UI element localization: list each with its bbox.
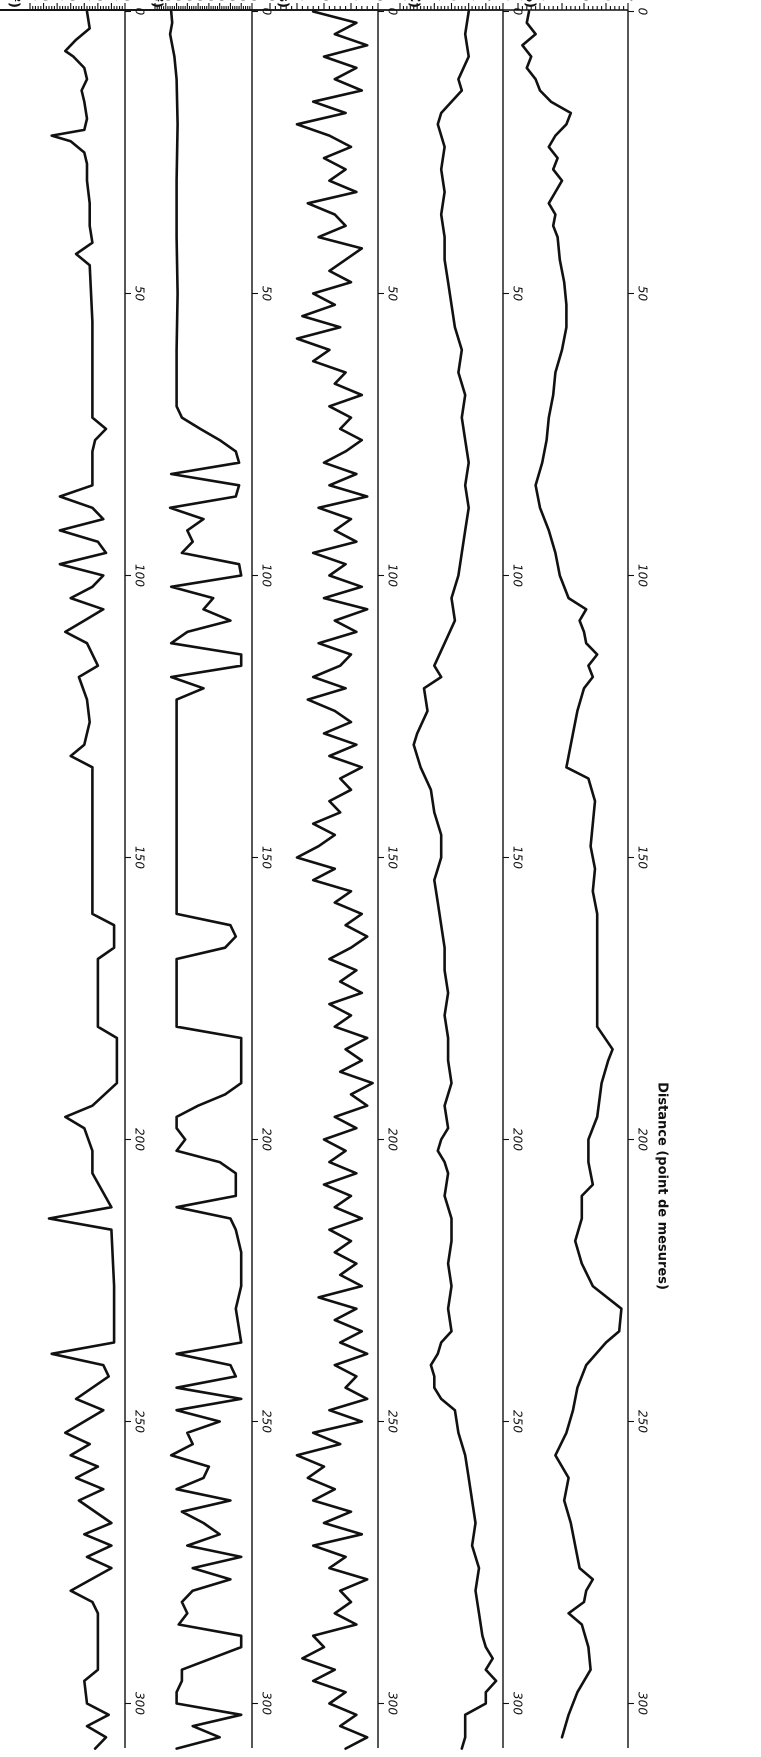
- panel-wind-tick-label: 20: [264, 0, 278, 1]
- panel-rn-distance-tick-label: 0: [260, 8, 274, 16]
- panel-rh-distance-tick-label: 100: [636, 564, 650, 587]
- panel-temp-ylabel: Température (°C): [407, 0, 422, 8]
- panel-temp-distance-tick-label: 250: [511, 1410, 525, 1433]
- panel-qe-tick-label: 0: [119, 0, 133, 1]
- panel-temp-tick-label: 30: [411, 0, 425, 1]
- panel-qe-distance-tick-label: 150: [133, 846, 147, 869]
- panel-temp-distance-tick-label: 0: [511, 8, 525, 16]
- panel-rn-distance-tick-label: 300: [260, 1692, 274, 1715]
- panel-rn-tick-label: 400: [202, 0, 216, 1]
- panel-qe-tick-label: 10: [91, 0, 105, 1]
- panel-rn-tick-label: 100: [235, 0, 249, 1]
- panel-temp-tick-label: 29,5: [428, 0, 442, 1]
- panel-rh-tick-label: 40: [578, 0, 592, 1]
- panel-temp-tick-label: 29: [445, 0, 459, 1]
- panel-rh-distance-tick-label: 50: [636, 286, 650, 302]
- panel-wind-tick-label: 15: [291, 0, 305, 1]
- panel-rh-series-line: [521, 10, 623, 1739]
- panel-qe-distance-tick-label: 100: [133, 564, 147, 587]
- panel-qe-tick-label: 35: [24, 0, 38, 1]
- panel-rn-tick-label: 800: [159, 0, 173, 1]
- panel-rh-tick-label: 43: [512, 0, 526, 1]
- panel-qe-tick-label: 20: [64, 0, 78, 1]
- panel-qe-tick-label: 25: [51, 0, 65, 1]
- panel-rn-series-line: [168, 10, 243, 1750]
- panel-temp-tick-label: 28,5: [462, 0, 476, 1]
- panel-qe-tick-label: 30: [37, 0, 51, 1]
- panel-rn-tick-label: 700: [170, 0, 184, 1]
- x-axis-title: Distance (point de mesures): [655, 1082, 670, 1290]
- panel-wind-tick-label: 0: [372, 0, 386, 1]
- panel-temp-distance-tick-label: 150: [511, 846, 525, 869]
- panel-qe-distance-tick-label: 50: [133, 286, 147, 302]
- panel-temp-tick-label: 27,5: [497, 0, 511, 1]
- panel-qe-distance-tick-label: 200: [133, 1128, 147, 1151]
- panel-rn-ylabel: Rayonnement net (W/m²): [150, 0, 165, 8]
- panel-rn-distance-tick-label: 50: [260, 286, 274, 302]
- panel-temp-tick-label: 28: [479, 0, 493, 1]
- panel-qe-ylabel: QE (W/m²): [7, 0, 22, 8]
- panel-rh-tick-label: 42: [534, 0, 548, 1]
- panel-rh-tick-label: 41: [556, 0, 570, 1]
- panel-temp-distance-tick-label: 300: [511, 1692, 525, 1715]
- panel-rh-tick-label: 39: [600, 0, 614, 1]
- panel-temp-distance-tick-label: 100: [511, 564, 525, 587]
- panel-rh-ylabel: Humidité relative (%): [523, 0, 538, 8]
- panel-qe-tick-label: 15: [78, 0, 92, 1]
- panel-rh-distance-tick-label: 250: [636, 1410, 650, 1433]
- panel-rn: 0100200300400500600700800900Rayonnement …: [0, 0, 274, 1750]
- panel-rn-distance-tick-label: 150: [260, 846, 274, 869]
- panel-wind-distance-tick-label: 0: [386, 8, 400, 16]
- panel-temp-distance-tick-label: 50: [511, 286, 525, 302]
- panel-qe-distance-tick-label: 300: [133, 1692, 147, 1715]
- panel-rn-tick-label: 500: [192, 0, 206, 1]
- panel-wind-distance-tick-label: 100: [386, 564, 400, 587]
- panel-wind-distance-tick-label: 50: [386, 286, 400, 302]
- panel-rh-distance-tick-label: 0: [636, 8, 650, 16]
- panel-wind-tick-label: 10: [318, 0, 332, 1]
- panel-rn-distance-tick-label: 250: [260, 1410, 274, 1433]
- panel-wind-tick-label: 5: [345, 0, 359, 1]
- panel-temp-series-line: [412, 10, 498, 1750]
- panel-temp-tick-label: 30,5: [394, 0, 408, 1]
- panel-qe: 05101520253035QE (W/m²)05010015020025030…: [0, 0, 147, 1750]
- panel-wind-distance-tick-label: 200: [386, 1128, 400, 1151]
- panel-rh-distance-tick-label: 150: [636, 846, 650, 869]
- panel-wind-series-line: [295, 10, 374, 1750]
- panel-rh-tick-label: 38: [622, 0, 636, 1]
- panel-wind-distance-tick-label: 150: [386, 846, 400, 869]
- panel-wind-ylabel: Vitesse du vent (m/s): [276, 0, 291, 8]
- panel-rh-distance-tick-label: 300: [636, 1692, 650, 1715]
- panel-rn-tick-label: 300: [213, 0, 227, 1]
- panel-qe-distance-tick-label: 250: [133, 1410, 147, 1433]
- panel-rn-distance-tick-label: 100: [260, 564, 274, 587]
- panel-temp-distance-tick-label: 200: [511, 1128, 525, 1151]
- panel-qe-tick-label: 5: [105, 0, 119, 1]
- panel-rn-tick-label: 900: [149, 0, 163, 1]
- panel-rn-tick-label: 600: [181, 0, 195, 1]
- panel-rn-tick-label: 0: [246, 0, 260, 1]
- panel-qe-series-line: [47, 10, 119, 1750]
- panel-wind-distance-tick-label: 300: [386, 1692, 400, 1715]
- panel-rn-distance-tick-label: 200: [260, 1128, 274, 1151]
- panel-rh-distance-tick-label: 200: [636, 1128, 650, 1151]
- panel-wind-distance-tick-label: 250: [386, 1410, 400, 1433]
- panel-qe-distance-tick-label: 0: [133, 8, 147, 16]
- panel-rh: 383940414243Humidité relative (%)0501001…: [0, 0, 650, 1748]
- panel-rn-tick-label: 200: [224, 0, 238, 1]
